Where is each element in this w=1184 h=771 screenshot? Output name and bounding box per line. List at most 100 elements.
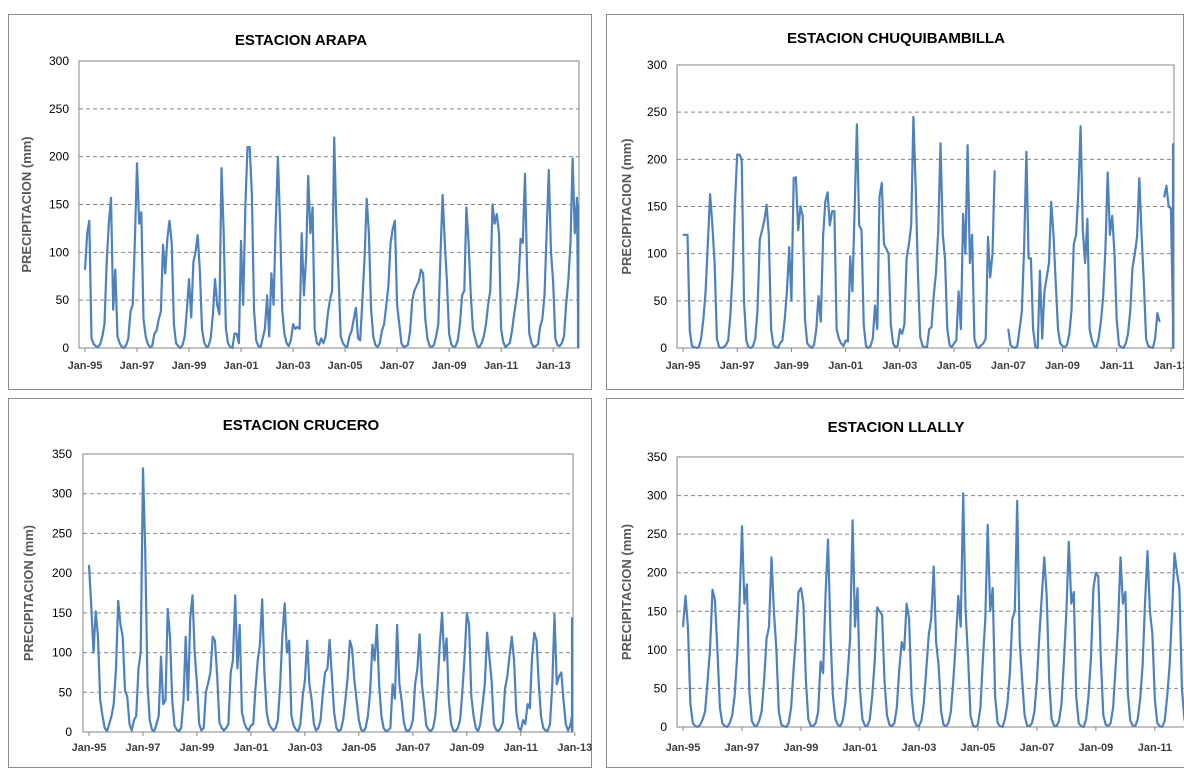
data-point [695,347,698,349]
data-point [815,328,817,330]
data-point [935,271,937,274]
data-point [1082,229,1084,231]
data-point [239,624,241,626]
data-point [978,347,980,349]
chart-panel-arapa: ESTACION ARAPA 0 50 100 150 200 250 300 Jan-95 Ja… [8,14,592,390]
data-point [1070,602,1072,605]
data-point [746,583,748,585]
x-tick-label: Jan-03 [276,360,311,372]
data-point [430,730,432,732]
data-point [524,723,526,725]
data-point [175,342,177,344]
data-point [913,718,915,720]
data-point [571,695,573,697]
data-point [992,587,994,589]
data-point [484,683,486,685]
data-point [481,342,483,344]
data-point [344,345,346,347]
data-point [751,720,753,722]
x-tick-label: Jan-09 [1078,742,1113,754]
data-point [442,194,444,196]
data-point [255,339,257,341]
data-point [495,729,497,731]
data-point [1172,149,1174,151]
data-point [946,328,948,330]
data-point [142,467,144,469]
data-point [236,667,239,670]
data-point [736,154,738,156]
data-point [1146,550,1149,552]
data-point [577,288,579,290]
y-tick-label: 250 [49,102,69,116]
data-point [709,649,711,651]
data-point [524,173,526,175]
data-point [342,719,344,721]
data-point [1170,207,1172,209]
data-point [103,323,106,325]
data-point [101,335,103,338]
data-point [244,203,246,206]
data-point [1084,262,1086,264]
data-point [90,604,92,606]
data-point [1034,346,1036,348]
data-point [385,730,387,732]
data-point [1136,236,1138,238]
data-point [711,589,714,591]
data-point [547,729,549,732]
data-point [1131,267,1134,269]
data-point [1112,707,1114,709]
data-point [542,727,544,729]
data-point [1154,699,1156,701]
data-point [1172,300,1174,302]
data-point [149,346,151,348]
data-point [1172,250,1174,252]
y-tick-label: 300 [52,487,72,501]
data-point [930,618,932,620]
data-point [178,730,180,732]
data-point [743,602,746,605]
data-point [520,238,522,240]
data-point [571,636,573,638]
data-point [577,285,579,287]
data-point [1114,668,1117,670]
data-point [822,236,824,238]
data-point [576,197,578,199]
data-point [996,722,999,724]
data-point [906,602,908,605]
data-point [915,724,918,727]
data-point [548,169,550,171]
data-point [522,719,524,721]
data-point [752,345,754,347]
data-point [844,703,846,705]
data-point [108,223,110,225]
data-point [421,683,423,685]
data-point [166,237,168,239]
x-tick-label: Jan-05 [960,742,995,754]
data-point [263,671,266,674]
data-point [470,294,472,296]
data-point [140,651,142,654]
data-point [299,723,302,725]
data-point [1173,552,1176,555]
data-point [686,234,689,236]
data-point [832,695,834,697]
data-point [429,345,431,347]
data-point [939,142,942,144]
data-point [556,344,559,346]
data-point [537,343,539,345]
data-point [233,333,236,335]
data-point [797,229,799,231]
data-point [854,205,856,208]
data-point [896,707,898,709]
x-tick-label: Jan-13 [557,742,592,754]
data-point [1007,328,1009,330]
data-point [920,720,922,722]
data-point [747,346,750,348]
data-point [1166,695,1168,697]
data-point [1046,276,1048,278]
data-point [199,270,201,273]
data-point [987,236,989,238]
data-point [571,719,573,721]
data-point [881,614,883,616]
data-point [1172,345,1174,347]
